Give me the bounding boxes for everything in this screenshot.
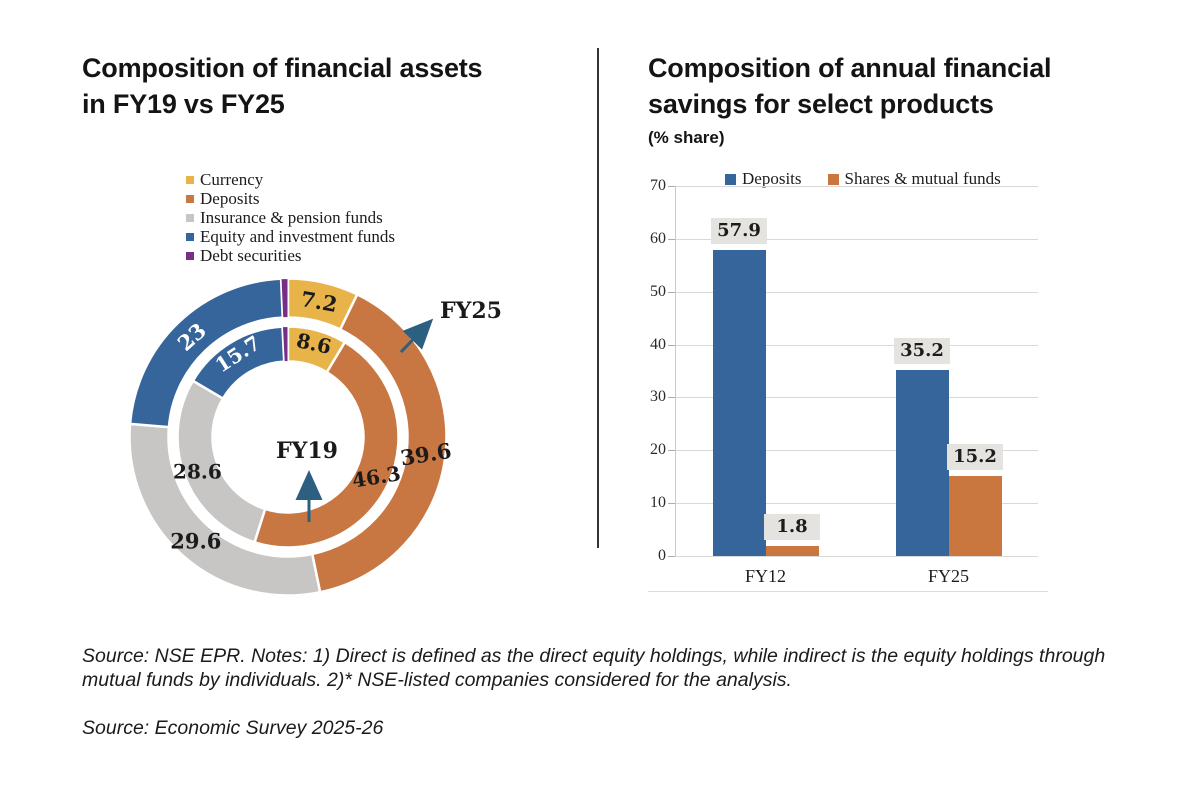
donut-legend-item: Currency	[186, 170, 395, 189]
gridline	[675, 238, 1038, 240]
y-tick-label: 50	[650, 282, 666, 300]
bar-chart-legend: Deposits Shares & mutual funds	[725, 169, 1001, 189]
bar-deposits-fy25	[895, 369, 949, 556]
x-axis-line	[675, 556, 1038, 557]
donut-legend-item: Equity and investment funds	[186, 227, 395, 246]
y-tick-label: 40	[650, 335, 666, 353]
donut-legend-label: Debt securities	[200, 246, 302, 265]
donut-chart: 7.239.629.623 8.646.328.615.7	[128, 277, 453, 597]
y-tick-label: 30	[650, 388, 666, 406]
donut-chart-title: Composition of financial assets in FY19 …	[82, 50, 592, 122]
donut-slice-fy25-deposits	[310, 292, 448, 594]
source-note: Source: NSE EPR. Notes: 1) Direct is def…	[82, 645, 1106, 691]
donut-legend-item: Deposits	[186, 189, 395, 208]
donut-legend-item: Debt securities	[186, 246, 395, 265]
bar-chart-title-line2: savings for select products	[648, 89, 994, 119]
donut-chart-title-line2: in FY19 vs FY25	[82, 89, 285, 119]
y-axis-tick	[668, 397, 675, 399]
donut-legend: Currency Deposits Insurance & pension fund…	[186, 170, 395, 265]
legend-swatch-icon	[827, 173, 839, 185]
donut-legend-label: Deposits	[200, 189, 260, 208]
gridline	[675, 344, 1038, 346]
gridline	[675, 186, 1038, 187]
bar-value-label: 15.2	[947, 443, 1003, 470]
donut-legend-label: Currency	[200, 170, 264, 189]
legend-swatch-icon	[186, 176, 194, 184]
y-axis-tick	[668, 186, 675, 187]
x-tick-label-fy12: FY12	[744, 566, 786, 586]
y-axis-tick	[668, 556, 675, 557]
donut-legend-label: Insurance & pension funds	[200, 208, 383, 227]
donut-value-label-fy25: 29.6	[170, 529, 221, 554]
y-axis-tick	[668, 291, 675, 293]
bar-deposits-fy12	[712, 249, 766, 556]
chart-bottom-border	[648, 591, 1048, 592]
donut-legend-label: Equity and investment funds	[200, 227, 396, 246]
legend-swatch-icon	[725, 173, 736, 185]
bar-legend-item: Deposits	[725, 169, 802, 189]
y-tick-label: 60	[650, 229, 666, 247]
gridline	[675, 503, 1038, 505]
y-axis-line	[675, 186, 676, 556]
bar-chart-title-line1: Composition of annual financial	[648, 53, 1052, 83]
bar-value-label: 57.9	[711, 217, 767, 244]
outer-ring-annotation: FY25	[440, 298, 502, 324]
bar-chart-subtitle: (% share)	[648, 128, 725, 147]
donut-slice-fy19-debt-securities	[281, 325, 289, 363]
y-axis-tick	[668, 344, 675, 346]
donut-slice-fy19-deposits	[252, 340, 400, 549]
bar-chart-title: Composition of annual financial savings …	[648, 50, 1168, 122]
source-note-2: Source: Economic Survey 2025-26	[82, 717, 384, 739]
bar-chart-plot-area: Deposits Shares & mutual funds 0 10 20 30 40 5…	[630, 160, 1060, 610]
y-axis-tick	[668, 503, 675, 505]
donut-chart-title-line1: Composition of financial assets	[82, 53, 483, 83]
panel-divider	[597, 48, 599, 548]
y-tick-label: 20	[650, 441, 666, 459]
bar-shares-mutual-funds-fy25	[948, 475, 1002, 556]
source-notes: Source: NSE EPR. Notes: 1) Direct is def…	[82, 644, 1152, 740]
x-tick-label-fy25: FY25	[927, 566, 969, 586]
y-tick-label: 10	[650, 494, 666, 512]
bar-legend-label: Shares & mutual funds	[844, 169, 1001, 188]
bar-value-label: 35.2	[894, 337, 950, 364]
bar-shares-mutual-funds-fy12	[765, 546, 819, 556]
gridline	[675, 397, 1038, 399]
inner-ring-annotation: FY19	[276, 438, 338, 464]
y-axis-tick	[668, 238, 675, 240]
y-axis-tick	[668, 450, 675, 452]
gridline	[675, 450, 1038, 452]
legend-swatch-icon	[186, 195, 194, 203]
donut-value-label-fy25: 7.2	[299, 286, 339, 317]
bar-legend-label: Deposits	[742, 169, 802, 188]
y-tick-label: 0	[658, 547, 666, 564]
bar-legend-item: Shares & mutual funds	[827, 169, 1001, 189]
legend-swatch-icon	[186, 233, 194, 241]
donut-slice-fy25-debt-securities	[280, 277, 289, 319]
gridline	[675, 291, 1038, 293]
donut-legend-item: Insurance & pension funds	[186, 208, 395, 227]
y-tick-label: 70	[650, 177, 666, 194]
legend-swatch-icon	[186, 252, 194, 260]
bar-value-label: 1.8	[764, 514, 820, 541]
donut-value-label-fy19: 28.6	[173, 460, 222, 484]
legend-swatch-icon	[186, 214, 194, 222]
